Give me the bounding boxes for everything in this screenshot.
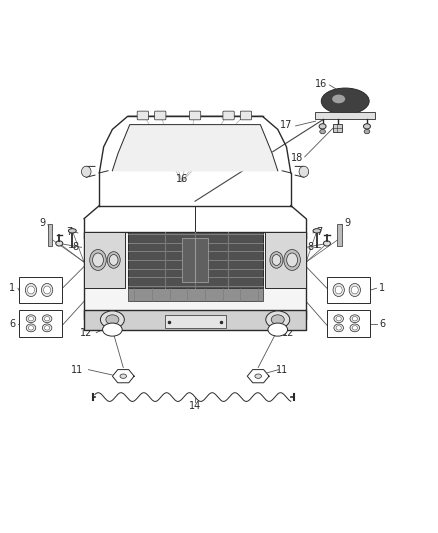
Ellipse shape: [299, 166, 309, 177]
Text: 6: 6: [379, 319, 385, 329]
Bar: [337, 224, 342, 246]
Ellipse shape: [26, 315, 36, 322]
Bar: [84, 232, 306, 319]
Ellipse shape: [268, 323, 288, 336]
Bar: [127, 288, 262, 301]
Ellipse shape: [42, 315, 52, 322]
Ellipse shape: [364, 124, 371, 129]
Text: 11: 11: [276, 365, 288, 375]
Bar: [48, 224, 52, 246]
Polygon shape: [247, 369, 269, 383]
Ellipse shape: [90, 249, 106, 270]
Ellipse shape: [352, 317, 357, 321]
Ellipse shape: [313, 229, 321, 233]
Text: 11: 11: [71, 365, 84, 375]
Ellipse shape: [350, 315, 360, 322]
Text: 9: 9: [344, 218, 350, 228]
Ellipse shape: [45, 326, 49, 330]
Text: 12: 12: [80, 328, 92, 337]
Ellipse shape: [107, 252, 120, 268]
Text: 12: 12: [282, 328, 294, 337]
Ellipse shape: [272, 255, 281, 265]
Ellipse shape: [351, 286, 358, 294]
Ellipse shape: [319, 124, 326, 129]
Ellipse shape: [336, 326, 341, 330]
FancyBboxPatch shape: [189, 111, 201, 120]
Ellipse shape: [102, 323, 122, 336]
Ellipse shape: [335, 286, 342, 294]
Ellipse shape: [284, 249, 300, 270]
Ellipse shape: [42, 324, 52, 332]
Ellipse shape: [45, 317, 49, 321]
Ellipse shape: [332, 94, 345, 103]
Ellipse shape: [28, 317, 34, 321]
Ellipse shape: [334, 324, 343, 332]
Bar: [84, 232, 125, 288]
Text: 9: 9: [40, 218, 46, 228]
Ellipse shape: [106, 315, 119, 325]
Text: 16: 16: [176, 174, 188, 184]
Bar: [265, 232, 306, 288]
Ellipse shape: [110, 255, 118, 265]
Text: 7: 7: [66, 227, 72, 237]
Bar: [127, 232, 262, 288]
Ellipse shape: [321, 88, 369, 114]
Ellipse shape: [120, 374, 127, 378]
Ellipse shape: [100, 311, 124, 328]
Ellipse shape: [266, 311, 290, 328]
Bar: [165, 315, 226, 328]
FancyBboxPatch shape: [240, 111, 252, 120]
Text: 8: 8: [307, 242, 314, 252]
Ellipse shape: [350, 324, 360, 332]
Bar: [182, 238, 208, 282]
Bar: [19, 310, 62, 337]
Ellipse shape: [364, 130, 370, 134]
Bar: [19, 277, 62, 303]
Ellipse shape: [42, 284, 53, 296]
FancyBboxPatch shape: [155, 111, 166, 120]
Bar: [327, 310, 371, 337]
Ellipse shape: [56, 241, 63, 246]
Text: 16: 16: [315, 79, 327, 88]
Text: 1: 1: [9, 283, 15, 293]
Bar: [315, 112, 375, 118]
Text: 14: 14: [189, 401, 201, 411]
Text: 17: 17: [280, 120, 293, 130]
Ellipse shape: [255, 374, 261, 378]
Ellipse shape: [349, 284, 360, 296]
Ellipse shape: [320, 130, 325, 134]
Bar: [84, 310, 306, 329]
Ellipse shape: [25, 284, 37, 296]
Text: 7: 7: [316, 227, 322, 237]
Ellipse shape: [323, 241, 330, 246]
Ellipse shape: [28, 286, 35, 294]
Ellipse shape: [92, 253, 103, 267]
FancyBboxPatch shape: [137, 111, 148, 120]
FancyBboxPatch shape: [223, 111, 234, 120]
Polygon shape: [113, 125, 278, 171]
Ellipse shape: [270, 252, 283, 268]
Ellipse shape: [333, 284, 344, 296]
Ellipse shape: [44, 286, 50, 294]
Text: 8: 8: [72, 242, 78, 252]
Ellipse shape: [271, 315, 284, 325]
Bar: [333, 124, 342, 133]
Ellipse shape: [81, 166, 91, 177]
Ellipse shape: [28, 326, 34, 330]
Ellipse shape: [336, 317, 341, 321]
Text: 6: 6: [9, 319, 15, 329]
Bar: [327, 277, 371, 303]
Ellipse shape: [26, 324, 36, 332]
Ellipse shape: [334, 315, 343, 322]
Ellipse shape: [352, 326, 357, 330]
Polygon shape: [113, 369, 134, 383]
Ellipse shape: [287, 253, 297, 267]
Text: 18: 18: [291, 152, 304, 163]
Ellipse shape: [68, 229, 76, 233]
Text: 1: 1: [379, 283, 385, 293]
